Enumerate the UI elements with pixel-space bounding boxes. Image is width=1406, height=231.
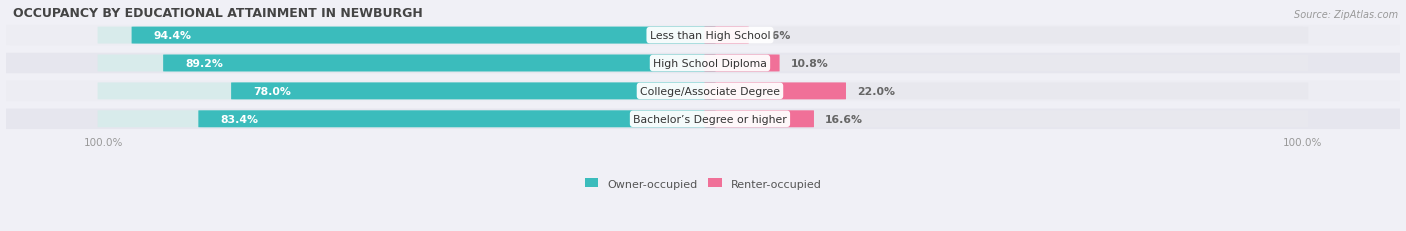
FancyBboxPatch shape xyxy=(704,27,1309,44)
FancyBboxPatch shape xyxy=(97,83,716,100)
FancyBboxPatch shape xyxy=(704,111,814,128)
Text: Less than High School: Less than High School xyxy=(650,31,770,41)
Text: 22.0%: 22.0% xyxy=(858,87,896,97)
FancyBboxPatch shape xyxy=(198,111,716,128)
FancyBboxPatch shape xyxy=(97,55,716,72)
FancyBboxPatch shape xyxy=(1,109,1405,130)
FancyBboxPatch shape xyxy=(1,26,1405,46)
Text: 83.4%: 83.4% xyxy=(221,114,259,124)
Text: College/Associate Degree: College/Associate Degree xyxy=(640,87,780,97)
Text: 5.6%: 5.6% xyxy=(759,31,790,41)
FancyBboxPatch shape xyxy=(97,111,716,128)
Text: High School Diploma: High School Diploma xyxy=(652,59,766,69)
Text: 100.0%: 100.0% xyxy=(1284,137,1323,147)
FancyBboxPatch shape xyxy=(704,83,846,100)
Text: Source: ZipAtlas.com: Source: ZipAtlas.com xyxy=(1294,10,1398,20)
Text: 94.4%: 94.4% xyxy=(153,31,191,41)
FancyBboxPatch shape xyxy=(1,81,1405,102)
FancyBboxPatch shape xyxy=(704,55,1309,72)
Text: 89.2%: 89.2% xyxy=(186,59,224,69)
Text: 78.0%: 78.0% xyxy=(253,87,291,97)
Text: 100.0%: 100.0% xyxy=(83,137,122,147)
FancyBboxPatch shape xyxy=(231,83,716,100)
Text: Bachelor’s Degree or higher: Bachelor’s Degree or higher xyxy=(633,114,787,124)
FancyBboxPatch shape xyxy=(704,55,779,72)
Legend: Owner-occupied, Renter-occupied: Owner-occupied, Renter-occupied xyxy=(585,178,821,189)
Text: OCCUPANCY BY EDUCATIONAL ATTAINMENT IN NEWBURGH: OCCUPANCY BY EDUCATIONAL ATTAINMENT IN N… xyxy=(13,7,422,20)
FancyBboxPatch shape xyxy=(704,27,749,44)
FancyBboxPatch shape xyxy=(704,83,1309,100)
Text: 16.6%: 16.6% xyxy=(825,114,863,124)
FancyBboxPatch shape xyxy=(163,55,716,72)
FancyBboxPatch shape xyxy=(132,27,716,44)
FancyBboxPatch shape xyxy=(97,27,716,44)
Text: 10.8%: 10.8% xyxy=(790,59,828,69)
FancyBboxPatch shape xyxy=(1,54,1405,74)
FancyBboxPatch shape xyxy=(704,111,1309,128)
